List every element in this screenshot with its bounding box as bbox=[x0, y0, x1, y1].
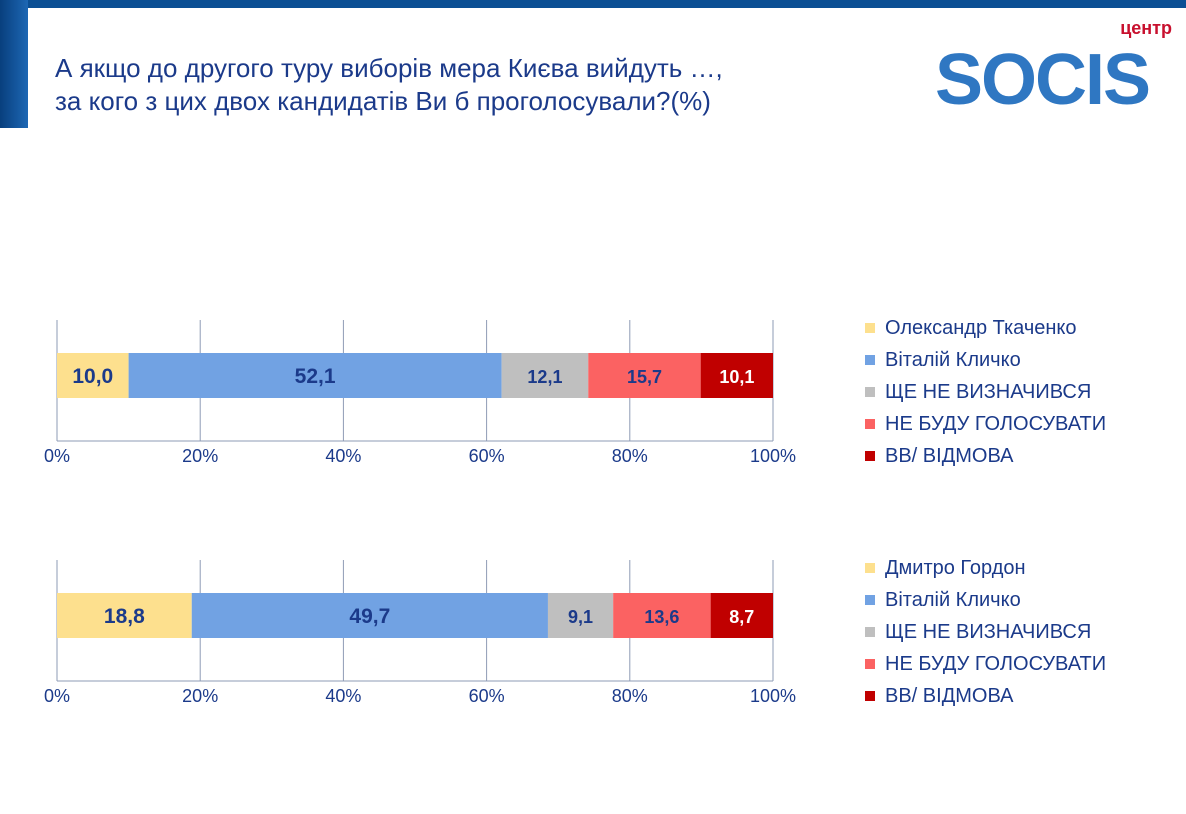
legend-swatch bbox=[865, 627, 875, 637]
bar-segment bbox=[588, 353, 701, 398]
bar-segment bbox=[501, 353, 589, 398]
x-tick-label: 100% bbox=[750, 446, 796, 466]
bar-segment bbox=[613, 593, 711, 638]
x-tick-label: 40% bbox=[325, 686, 361, 706]
logo-small-text: центр bbox=[1120, 18, 1172, 38]
legend-item: НЕ БУДУ ГОЛОСУВАТИ bbox=[865, 648, 1106, 680]
legend-label: Віталій Кличко bbox=[885, 349, 1021, 371]
x-tick-label: 60% bbox=[469, 686, 505, 706]
chart-1: 0% 20% 40% 60% 80% 100% 10,0 52,1 12,1 15,7 10,1 bbox=[44, 320, 796, 466]
legend-swatch bbox=[865, 323, 875, 333]
legend-item: Віталій Кличко bbox=[865, 584, 1106, 616]
legend-label: Віталій Кличко bbox=[885, 589, 1021, 611]
bar-segment bbox=[57, 593, 192, 638]
x-tick-label: 80% bbox=[612, 446, 648, 466]
legend-label: НЕ БУДУ ГОЛОСУВАТИ bbox=[885, 653, 1107, 675]
data-label: 15,7 bbox=[627, 367, 662, 387]
bar-segment bbox=[191, 593, 548, 638]
data-label: 49,7 bbox=[349, 605, 390, 628]
legend-label: ЩЕ НЕ ВИЗНАЧИВСЯ bbox=[885, 621, 1092, 643]
bar-segment bbox=[547, 593, 614, 638]
page-title: А якщо до другого туру виборів мера Києв… bbox=[55, 52, 723, 118]
legend-item: ЩЕ НЕ ВИЗНАЧИВСЯ bbox=[865, 616, 1106, 648]
bar-segment bbox=[57, 353, 129, 398]
legend-item: ЩЕ НЕ ВИЗНАЧИВСЯ bbox=[865, 376, 1106, 408]
legend-item: НЕ БУДУ ГОЛОСУВАТИ bbox=[865, 408, 1106, 440]
title-line-2: за кого з цих двох кандидатів Ви б прого… bbox=[55, 86, 711, 116]
data-label: 13,6 bbox=[644, 607, 679, 627]
legend-item: ВВ/ ВІДМОВА bbox=[865, 680, 1106, 712]
x-tick-label: 60% bbox=[469, 446, 505, 466]
legend-label: ЩЕ НЕ ВИЗНАЧИВСЯ bbox=[885, 381, 1092, 403]
bar-segment bbox=[128, 353, 502, 398]
legend-item: Олександр Ткаченко bbox=[865, 312, 1106, 344]
data-label: 12,1 bbox=[527, 367, 562, 387]
x-tick-label: 100% bbox=[750, 686, 796, 706]
legend-label: Дмитро Гордон bbox=[885, 557, 1026, 579]
legend-swatch bbox=[865, 419, 875, 429]
legend-label: ВВ/ ВІДМОВА bbox=[885, 445, 1014, 467]
legend-swatch bbox=[865, 595, 875, 605]
data-label: 9,1 bbox=[568, 607, 593, 627]
data-label: 8,7 bbox=[729, 607, 754, 627]
legend-2: Дмитро Гордон Віталій Кличко ЩЕ НЕ ВИЗНАЧИ… bbox=[865, 552, 1106, 712]
left-accent-bar bbox=[0, 0, 28, 128]
data-label: 52,1 bbox=[295, 365, 336, 388]
legend-item: ВВ/ ВІДМОВА bbox=[865, 440, 1106, 472]
legend-swatch bbox=[865, 563, 875, 573]
bar-segment bbox=[700, 353, 773, 398]
chart-2: 0% 20% 40% 60% 80% 100% 18,8 49,7 9,1 13,6 8,7 bbox=[44, 560, 796, 706]
legend-swatch bbox=[865, 451, 875, 461]
legend-1: Олександр Ткаченко Віталій Кличко ЩЕ НЕ ВИ… bbox=[865, 312, 1106, 472]
data-label: 18,8 bbox=[104, 605, 145, 628]
data-label: 10,0 bbox=[72, 365, 113, 388]
legend-item: Дмитро Гордон bbox=[865, 552, 1106, 584]
bar-segment bbox=[710, 593, 773, 638]
legend-swatch bbox=[865, 691, 875, 701]
legend-label: НЕ БУДУ ГОЛОСУВАТИ bbox=[885, 413, 1107, 435]
data-label: 10,1 bbox=[719, 367, 754, 387]
x-tick-label: 20% bbox=[182, 446, 218, 466]
legend-swatch bbox=[865, 355, 875, 365]
logo-main-text: SOCIS bbox=[935, 40, 1151, 120]
title-line-1: А якщо до другого туру виборів мера Києв… bbox=[55, 53, 723, 83]
legend-item: Віталій Кличко bbox=[865, 344, 1106, 376]
legend-label: Олександр Ткаченко bbox=[885, 317, 1077, 339]
legend-label: ВВ/ ВІДМОВА bbox=[885, 685, 1014, 707]
x-tick-label: 20% bbox=[182, 686, 218, 706]
x-tick-label: 80% bbox=[612, 686, 648, 706]
legend-swatch bbox=[865, 387, 875, 397]
x-tick-label: 0% bbox=[44, 686, 70, 706]
top-bar bbox=[0, 0, 1186, 8]
x-tick-label: 0% bbox=[44, 446, 70, 466]
socis-logo: центр SOCIS bbox=[930, 18, 1180, 118]
x-tick-label: 40% bbox=[325, 446, 361, 466]
legend-swatch bbox=[865, 659, 875, 669]
